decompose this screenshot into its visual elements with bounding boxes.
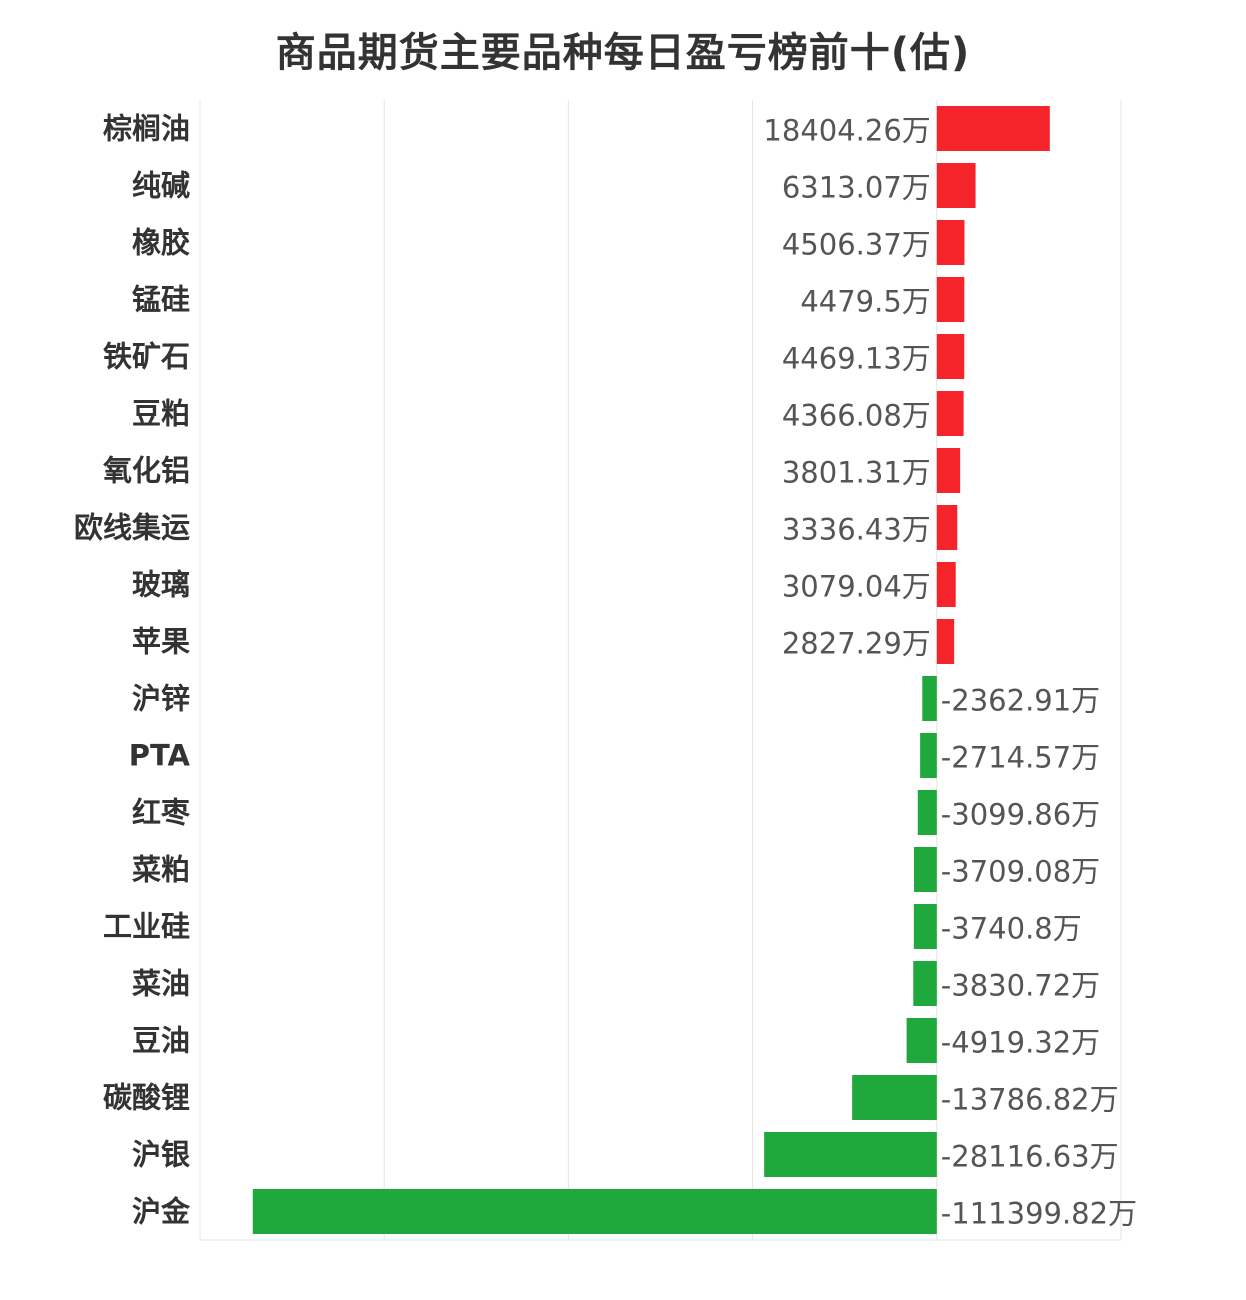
bar-loss (252, 1189, 937, 1234)
data-label: -13786.82万 (941, 1083, 1119, 1117)
category-label: 红枣 (132, 796, 191, 830)
category-label: 菜粕 (132, 853, 190, 887)
data-label: 4506.37万 (782, 228, 931, 262)
category-label: 苹果 (132, 625, 190, 659)
data-label: -2362.91万 (941, 684, 1100, 718)
bar-profit (936, 391, 964, 436)
data-label: 3336.43万 (782, 513, 931, 547)
category-label: 菜油 (132, 967, 190, 1001)
data-label: 18404.26万 (763, 114, 930, 148)
category-label: 铁矿石 (103, 340, 190, 374)
data-label: 2827.29万 (782, 627, 931, 661)
bar-loss (917, 790, 937, 835)
data-label: -3830.72万 (941, 969, 1100, 1003)
category-label: 橡胶 (132, 226, 190, 260)
category-label: PTA (129, 739, 191, 773)
data-label: 3801.31万 (782, 456, 931, 490)
data-label: -2714.57万 (941, 741, 1100, 775)
category-label: 氧化铝 (102, 454, 190, 488)
bar-loss (764, 1132, 937, 1177)
category-label: 沪银 (132, 1138, 190, 1172)
data-label: -28116.63万 (941, 1140, 1119, 1174)
data-label: -3740.8万 (941, 912, 1082, 946)
data-label: 4479.5万 (800, 285, 930, 319)
bar-profit (936, 334, 965, 379)
bar-profit (936, 163, 976, 208)
data-label: 6313.07万 (782, 171, 931, 205)
data-label: 3079.04万 (782, 570, 931, 604)
category-label: 豆油 (132, 1024, 190, 1058)
data-label: -3709.08万 (941, 855, 1100, 889)
bar-profit (936, 277, 965, 322)
bar-profit (936, 619, 955, 664)
category-label: 沪锌 (132, 682, 190, 716)
category-label: 工业硅 (103, 910, 190, 944)
data-label: 4469.13万 (782, 342, 931, 376)
chart-title: 商品期货主要品种每日盈亏榜前十(估) (275, 30, 971, 76)
bar-loss (913, 961, 937, 1006)
bar-loss (920, 733, 937, 778)
data-label: 4366.08万 (782, 399, 931, 433)
category-label: 纯碱 (132, 169, 190, 203)
bar-profit (936, 562, 956, 607)
category-label: 棕榈油 (103, 112, 190, 146)
bar-loss (914, 847, 937, 892)
data-label: -4919.32万 (941, 1026, 1100, 1060)
category-label: 沪金 (132, 1195, 191, 1229)
bar-profit (936, 505, 958, 550)
bar-profit (936, 106, 1050, 151)
data-label: -3099.86万 (941, 798, 1100, 832)
category-label: 玻璃 (132, 568, 190, 602)
bar-loss (913, 904, 937, 949)
category-label: 碳酸锂 (103, 1081, 190, 1115)
bar-profit (936, 220, 965, 265)
bar-loss (922, 676, 937, 721)
data-label: -111399.82万 (941, 1197, 1137, 1231)
category-label: 欧线集运 (74, 511, 190, 545)
bar-profit (936, 448, 961, 493)
bar-loss (906, 1018, 937, 1063)
bar-loss (852, 1075, 937, 1120)
category-label: 锰硅 (132, 283, 190, 317)
category-label: 豆粕 (132, 397, 190, 431)
